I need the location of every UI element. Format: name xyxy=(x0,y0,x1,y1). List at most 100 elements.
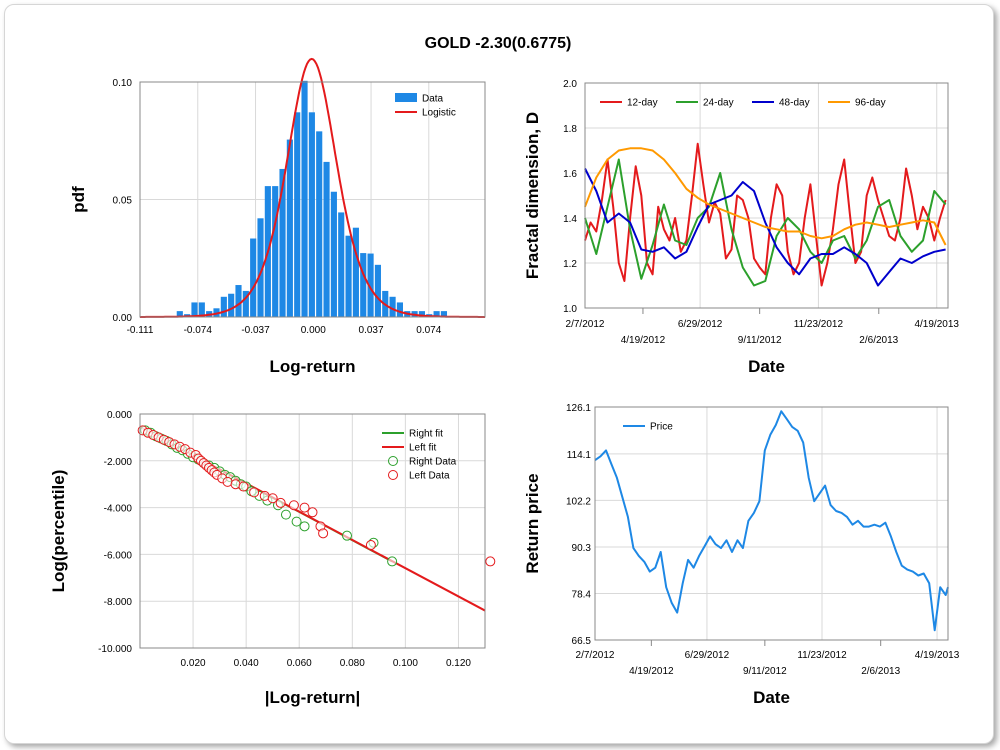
series-line-96-day xyxy=(584,147,947,246)
y-tick-label: -4.000 xyxy=(104,504,133,515)
legend-marker xyxy=(388,470,398,480)
series-line-24-day xyxy=(584,158,947,287)
x-tick-label: 0.037 xyxy=(359,325,384,336)
legend-label: 48-day xyxy=(779,98,810,109)
y-tick-label: 1.4 xyxy=(563,214,577,225)
x-tick-label: 11/23/2012 xyxy=(794,319,844,330)
y-tick-label: -2.000 xyxy=(104,457,133,468)
x-axis-label: Date xyxy=(753,688,790,707)
y-tick-label: 78.4 xyxy=(572,589,592,600)
histogram-bar xyxy=(352,227,359,317)
histogram-bar xyxy=(235,285,242,317)
x-tick-label: 11/23/2012 xyxy=(797,650,847,661)
data-point xyxy=(318,528,329,539)
y-tick-label: -6.000 xyxy=(104,550,133,561)
data-point xyxy=(342,530,352,541)
x-tick-label: -0.111 xyxy=(127,325,154,336)
histogram-bar xyxy=(374,264,381,317)
y-tick-label: 0.000 xyxy=(107,410,132,421)
legend-label: Data xyxy=(422,94,444,105)
x-tick-label: 2/7/2012 xyxy=(566,319,605,330)
fractal-dimension-panel: 2/7/2012 6/29/2012 11/23/2012 4/19/2013 4/19… xyxy=(523,79,959,376)
y-tick-label: 1.6 xyxy=(563,169,577,180)
histogram-bar xyxy=(345,235,352,317)
x-tick-label: 4/19/2012 xyxy=(629,666,674,677)
x-tick-label: 4/19/2013 xyxy=(915,650,960,661)
y-tick-label: 66.5 xyxy=(572,636,592,647)
x-tick-label: 0.000 xyxy=(301,325,326,336)
histogram-bar xyxy=(308,112,315,317)
histogram-bar xyxy=(301,80,308,317)
legend-swatch xyxy=(395,93,417,102)
data-point xyxy=(291,516,302,527)
x-tick-label: 9/11/2012 xyxy=(738,335,782,346)
plot-area xyxy=(584,82,949,309)
price-line xyxy=(594,410,949,632)
x-tick-label: 9/11/2012 xyxy=(743,666,787,677)
histogram-bar xyxy=(367,253,374,317)
y-tick-label: -10.000 xyxy=(98,644,132,655)
data-point xyxy=(280,509,291,520)
plot-area xyxy=(139,81,486,318)
histogram-bar xyxy=(228,293,235,317)
histogram-bar xyxy=(176,311,183,317)
x-tick-label: 4/19/2013 xyxy=(914,319,959,330)
x-tick-label: 0.080 xyxy=(340,658,365,669)
x-tick-label: 2/6/2013 xyxy=(861,666,900,677)
histogram-bar xyxy=(316,131,323,317)
y-tick-label: 0.05 xyxy=(113,196,133,207)
histogram-bar xyxy=(433,311,440,317)
legend-label: Left Data xyxy=(409,471,450,482)
histogram-bar xyxy=(220,296,227,317)
legend-label: 96-day xyxy=(855,98,886,109)
legend-label: Price xyxy=(650,422,673,433)
x-tick-label: 0.120 xyxy=(446,658,471,669)
histogram-bar xyxy=(396,302,403,317)
histogram-bar xyxy=(250,238,257,317)
x-axis-label: Log-return xyxy=(270,357,356,376)
y-tick-label: -8.000 xyxy=(104,597,133,608)
x-tick-label: 2/6/2013 xyxy=(859,335,898,346)
y-axis-label: Log(percentile) xyxy=(49,470,68,593)
legend-label: Left fit xyxy=(409,443,436,454)
series-line-48-day xyxy=(584,168,946,287)
x-tick-label: 0.040 xyxy=(234,658,259,669)
x-axis-label: |Log-return| xyxy=(265,688,360,707)
histogram-bar xyxy=(323,161,330,317)
x-tick-label: 0.100 xyxy=(393,658,418,669)
data-point xyxy=(365,540,376,551)
legend-label: Right fit xyxy=(409,429,443,440)
histogram-bar xyxy=(286,139,293,317)
y-tick-label: 126.1 xyxy=(566,403,591,414)
y-tick-label: 102.2 xyxy=(566,496,591,507)
x-tick-label: 6/29/2012 xyxy=(678,319,723,330)
x-tick-label: 4/19/2012 xyxy=(621,335,666,346)
x-tick-label: 0.020 xyxy=(181,658,206,669)
y-tick-label: 1.0 xyxy=(563,304,577,315)
histogram-bar xyxy=(191,302,198,317)
x-tick-label: 0.060 xyxy=(287,658,312,669)
legend-marker xyxy=(388,456,398,466)
log-percentile-panel: 0.020 0.040 0.060 0.080 0.100 0.120 0.000 -2.00… xyxy=(49,410,496,707)
data-point xyxy=(249,487,260,498)
y-tick-label: 2.0 xyxy=(563,79,577,90)
x-tick-label: 6/29/2012 xyxy=(685,650,730,661)
x-tick-label: 2/7/2012 xyxy=(576,650,615,661)
histogram-bar xyxy=(360,253,367,317)
histogram-bar xyxy=(272,186,279,317)
data-point xyxy=(299,521,310,532)
y-axis-label: Fractal dimension, D xyxy=(523,112,542,279)
pdf-panel: -0.111 -0.074 -0.037 0.000 0.037 0.074 0.00 0.0… xyxy=(69,57,486,376)
histogram-bar xyxy=(418,311,426,317)
histogram-bar xyxy=(257,218,264,317)
histogram-bar xyxy=(338,212,345,317)
histogram-bar xyxy=(440,311,448,317)
legend-label: 24-day xyxy=(703,98,734,109)
histogram-bar xyxy=(294,112,301,317)
y-tick-label: 1.2 xyxy=(563,259,577,270)
histogram-bar xyxy=(242,290,249,317)
chart-title: GOLD -2.30(0.6775) xyxy=(425,35,572,52)
data-point xyxy=(299,502,310,513)
y-tick-label: 0.00 xyxy=(113,313,133,324)
histogram-bar xyxy=(279,168,286,317)
